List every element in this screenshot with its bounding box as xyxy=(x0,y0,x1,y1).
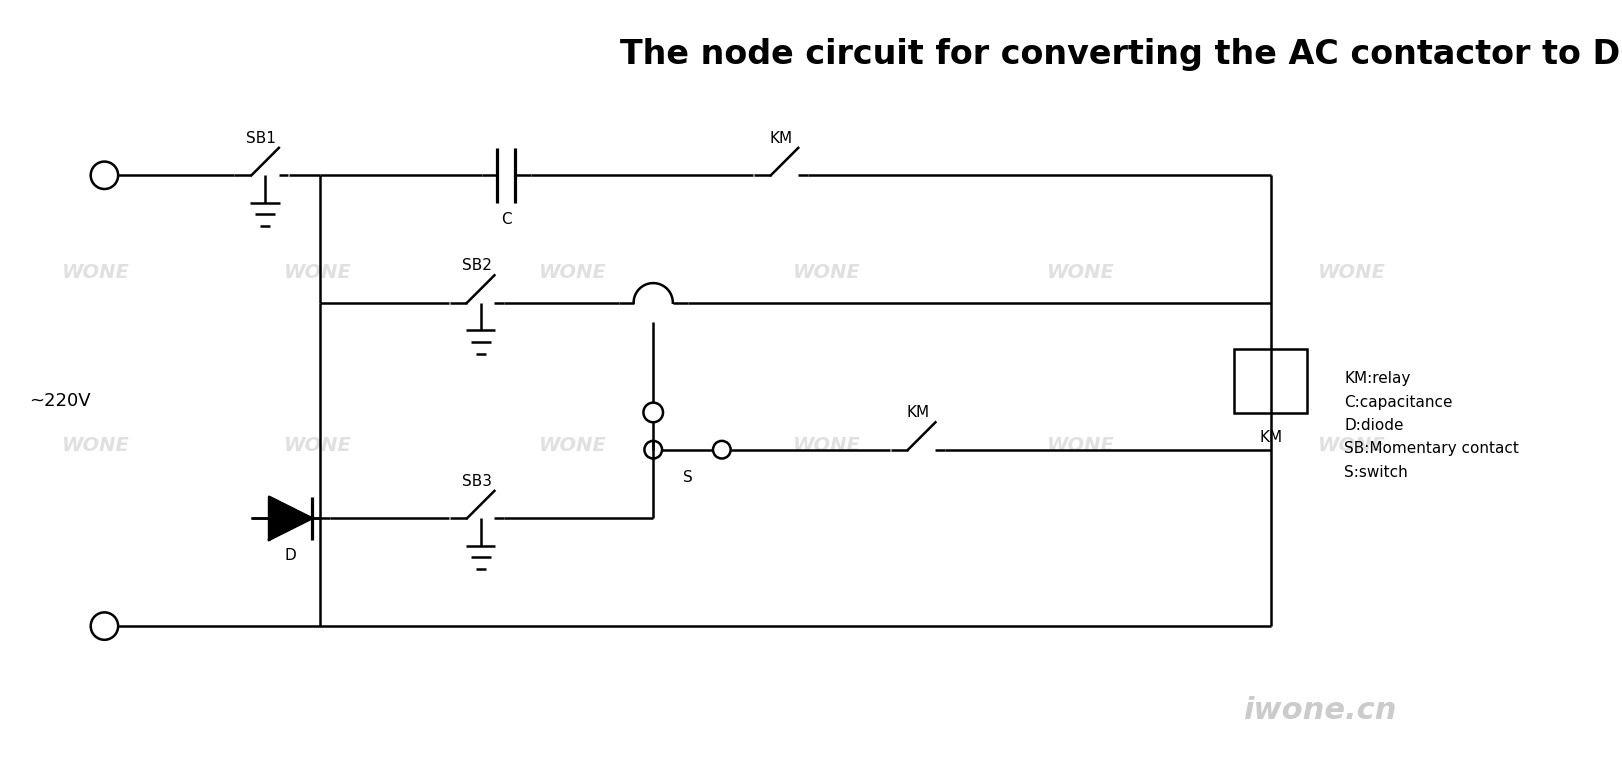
Text: WONE: WONE xyxy=(1048,436,1116,456)
Text: SB1: SB1 xyxy=(247,130,276,146)
Text: WONE: WONE xyxy=(62,436,130,456)
Text: ~220V: ~220V xyxy=(29,392,91,409)
Text: KM: KM xyxy=(769,130,792,146)
Text: KM: KM xyxy=(1259,430,1281,446)
Text: C: C xyxy=(501,212,511,227)
Text: KM:relay
C:capacitance
D:diode
SB:Momentary contact
S:switch: KM:relay C:capacitance D:diode SB:Moment… xyxy=(1345,372,1518,480)
Text: WONE: WONE xyxy=(1048,263,1116,281)
Text: WONE: WONE xyxy=(793,263,861,281)
Text: S: S xyxy=(683,470,693,485)
Text: WONE: WONE xyxy=(284,436,352,456)
Text: WONE: WONE xyxy=(539,436,607,456)
Text: WONE: WONE xyxy=(1317,436,1385,456)
Text: WONE: WONE xyxy=(539,263,607,281)
Text: WONE: WONE xyxy=(1317,263,1385,281)
Text: WONE: WONE xyxy=(793,436,861,456)
Text: KM: KM xyxy=(907,405,929,420)
Polygon shape xyxy=(269,497,311,540)
Text: SB3: SB3 xyxy=(462,473,491,489)
Text: D: D xyxy=(285,548,297,563)
Bar xyxy=(1234,349,1307,413)
Text: The node circuit for converting the AC contactor to DC operation: The node circuit for converting the AC c… xyxy=(620,38,1622,71)
Text: WONE: WONE xyxy=(62,263,130,281)
Text: WONE: WONE xyxy=(284,263,352,281)
Text: SB2: SB2 xyxy=(462,258,491,273)
Text: iwone.cn: iwone.cn xyxy=(1242,696,1397,725)
